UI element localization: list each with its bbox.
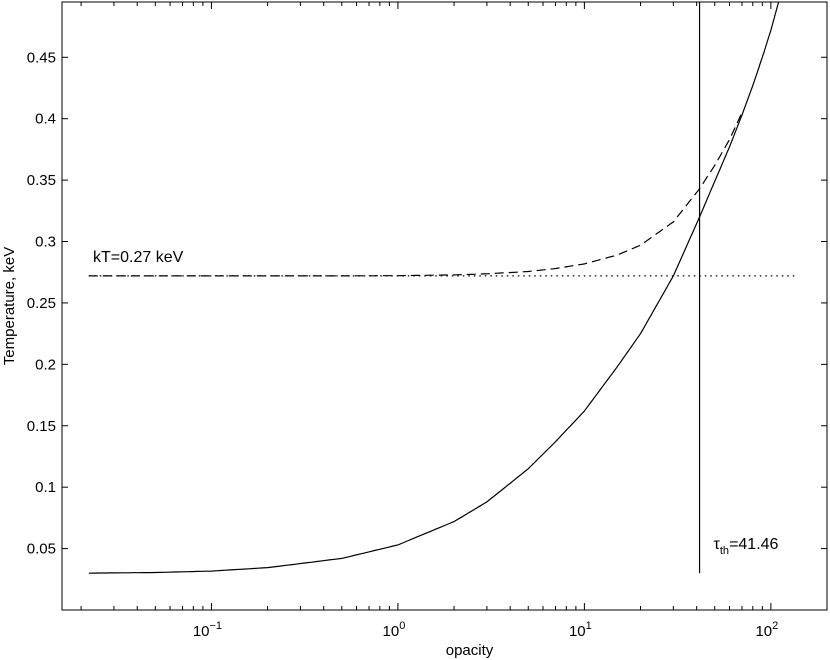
tau-symbol: τ (714, 536, 721, 553)
y-axis-label: Temperature, keV (1, 247, 18, 365)
x-tick-exponent: 2 (772, 620, 778, 632)
y-tick-label: 0.2 (35, 356, 56, 373)
series-line-solid (88, 1, 780, 574)
y-tick-label: 0.4 (35, 111, 56, 128)
x-tick-base: 10 (755, 623, 772, 640)
x-tick-base: 10 (569, 623, 586, 640)
y-tick-label: 0.45 (27, 49, 56, 66)
y-axis-ticks: 0.05 0.1 0.15 0.2 0.25 0.3 0.35 0.4 0.45 (27, 49, 827, 558)
y-tick-label: 0.25 (27, 295, 56, 312)
x-tick-label: 101 (569, 620, 592, 640)
y-tick-label: 0.35 (27, 172, 56, 189)
x-tick-base: 10 (193, 623, 210, 640)
x-tick-exponent: 0 (399, 620, 405, 632)
x-tick-exponent: 1 (586, 620, 592, 632)
x-axis-ticks: 10−1 100 101 102 (80, 2, 828, 640)
tau-annotation: τth=41.46 (714, 536, 779, 557)
x-tick-label: 10−1 (193, 620, 222, 640)
y-tick-label: 0.05 (27, 541, 56, 558)
x-tick-base: 10 (383, 623, 400, 640)
x-tick-exponent: −1 (210, 620, 223, 632)
series-line-dashed (88, 112, 743, 277)
plot-frame (61, 1, 828, 611)
x-tick-label: 100 (383, 620, 406, 640)
tau-subscript: th (720, 545, 729, 557)
series-layer (88, 1, 799, 574)
tau-value: =41.46 (729, 536, 778, 553)
x-tick-label: 102 (755, 620, 778, 640)
y-tick-label: 0.15 (27, 418, 56, 435)
x-axis-label: opacity (446, 642, 494, 659)
kt-annotation: kT=0.27 keV (93, 249, 184, 266)
y-tick-label: 0.3 (35, 234, 56, 251)
y-tick-label: 0.1 (35, 479, 56, 496)
